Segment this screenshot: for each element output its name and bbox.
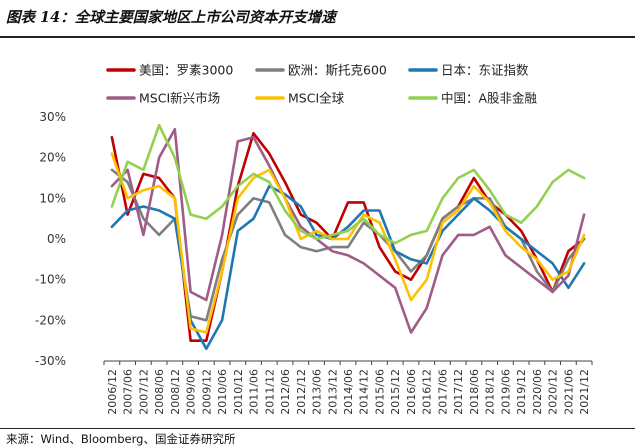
y-tick-label: 0% xyxy=(47,232,66,246)
x-tick-label: 2018/06 xyxy=(468,369,481,415)
x-tick-label: 2016/06 xyxy=(405,369,418,415)
x-tick-label: 2012/06 xyxy=(279,369,292,415)
legend-label-2: 日本：东证指数 xyxy=(441,63,529,78)
x-tick-label: 2011/06 xyxy=(248,369,261,415)
x-tick-label: 2015/06 xyxy=(373,369,386,415)
x-tick-label: 2007/06 xyxy=(122,369,135,415)
x-tick-label: 2011/12 xyxy=(263,369,276,415)
series-layer xyxy=(110,123,586,351)
x-tick-label: 2007/12 xyxy=(137,369,150,415)
x-tick-label: 2009/06 xyxy=(185,369,198,415)
x-tick-label: 2010/12 xyxy=(232,369,245,415)
x-tick-label: 2008/12 xyxy=(169,369,182,415)
y-tick-label: 10% xyxy=(39,191,66,205)
x-tick-label: 2017/12 xyxy=(452,369,465,415)
x-tick-label: 2018/12 xyxy=(484,369,497,415)
series-line-3 xyxy=(110,127,586,334)
source-rule xyxy=(0,428,635,429)
chart-title: 图表 14：全球主要国家地区上市公司资本开支增速 xyxy=(6,9,336,26)
source-note: 来源：Wind、Bloomberg、国金证券研究所 xyxy=(6,432,236,446)
x-tick-label: 2019/06 xyxy=(499,369,512,415)
y-tick-label: 30% xyxy=(39,110,66,124)
series-line-1 xyxy=(110,168,586,322)
x-axis: 2006/12 2007/06 2007/12 2008/06 2008/12 2009/… xyxy=(103,360,593,415)
x-tick-label: 2014/12 xyxy=(358,369,371,415)
series-line-5 xyxy=(110,123,586,245)
x-tick-label: 2016/12 xyxy=(421,369,434,415)
x-tick-label: 2021/12 xyxy=(578,369,591,415)
x-tick-label: 2010/06 xyxy=(216,369,229,415)
x-tick-label: 2013/12 xyxy=(326,369,339,415)
chart-legend: 美国：罗素3000 欧洲：斯托克600 日本：东证指数 MSCI新兴市场 MSCI全球 中… xyxy=(106,63,538,106)
y-tick-label: -30% xyxy=(35,354,66,368)
x-tick-label: 2008/06 xyxy=(153,369,166,415)
x-tick-label: 2019/12 xyxy=(515,369,528,415)
x-tick-label: 2020/06 xyxy=(531,369,544,415)
legend-label-3: MSCI新兴市场 xyxy=(139,91,220,106)
y-tick-label: -10% xyxy=(35,273,66,287)
x-tick-label: 2012/12 xyxy=(295,369,308,415)
title-rule xyxy=(0,36,635,38)
legend-label-4: MSCI全球 xyxy=(288,91,345,106)
x-tick-label: 2014/06 xyxy=(342,369,355,415)
x-tick-label: 2013/06 xyxy=(311,369,324,415)
x-tick-label: 2009/12 xyxy=(200,369,213,415)
legend-label-0: 美国：罗素3000 xyxy=(139,63,233,78)
y-axis: -30% -20% -10% 0% 10% 20% 30% xyxy=(35,110,66,368)
y-tick-label: 20% xyxy=(39,151,66,165)
series-line-4 xyxy=(110,152,586,334)
x-tick-label: 2020/12 xyxy=(547,369,560,415)
x-tick-label: 2017/06 xyxy=(436,369,449,415)
legend-label-1: 欧洲：斯托克600 xyxy=(288,63,387,78)
legend-label-5: 中国：A股非金融 xyxy=(441,91,538,106)
x-tick-label: 2021/06 xyxy=(562,369,575,415)
x-tick-label: 2006/12 xyxy=(106,369,119,415)
y-tick-label: -20% xyxy=(35,313,66,327)
x-tick-label: 2015/12 xyxy=(389,369,402,415)
